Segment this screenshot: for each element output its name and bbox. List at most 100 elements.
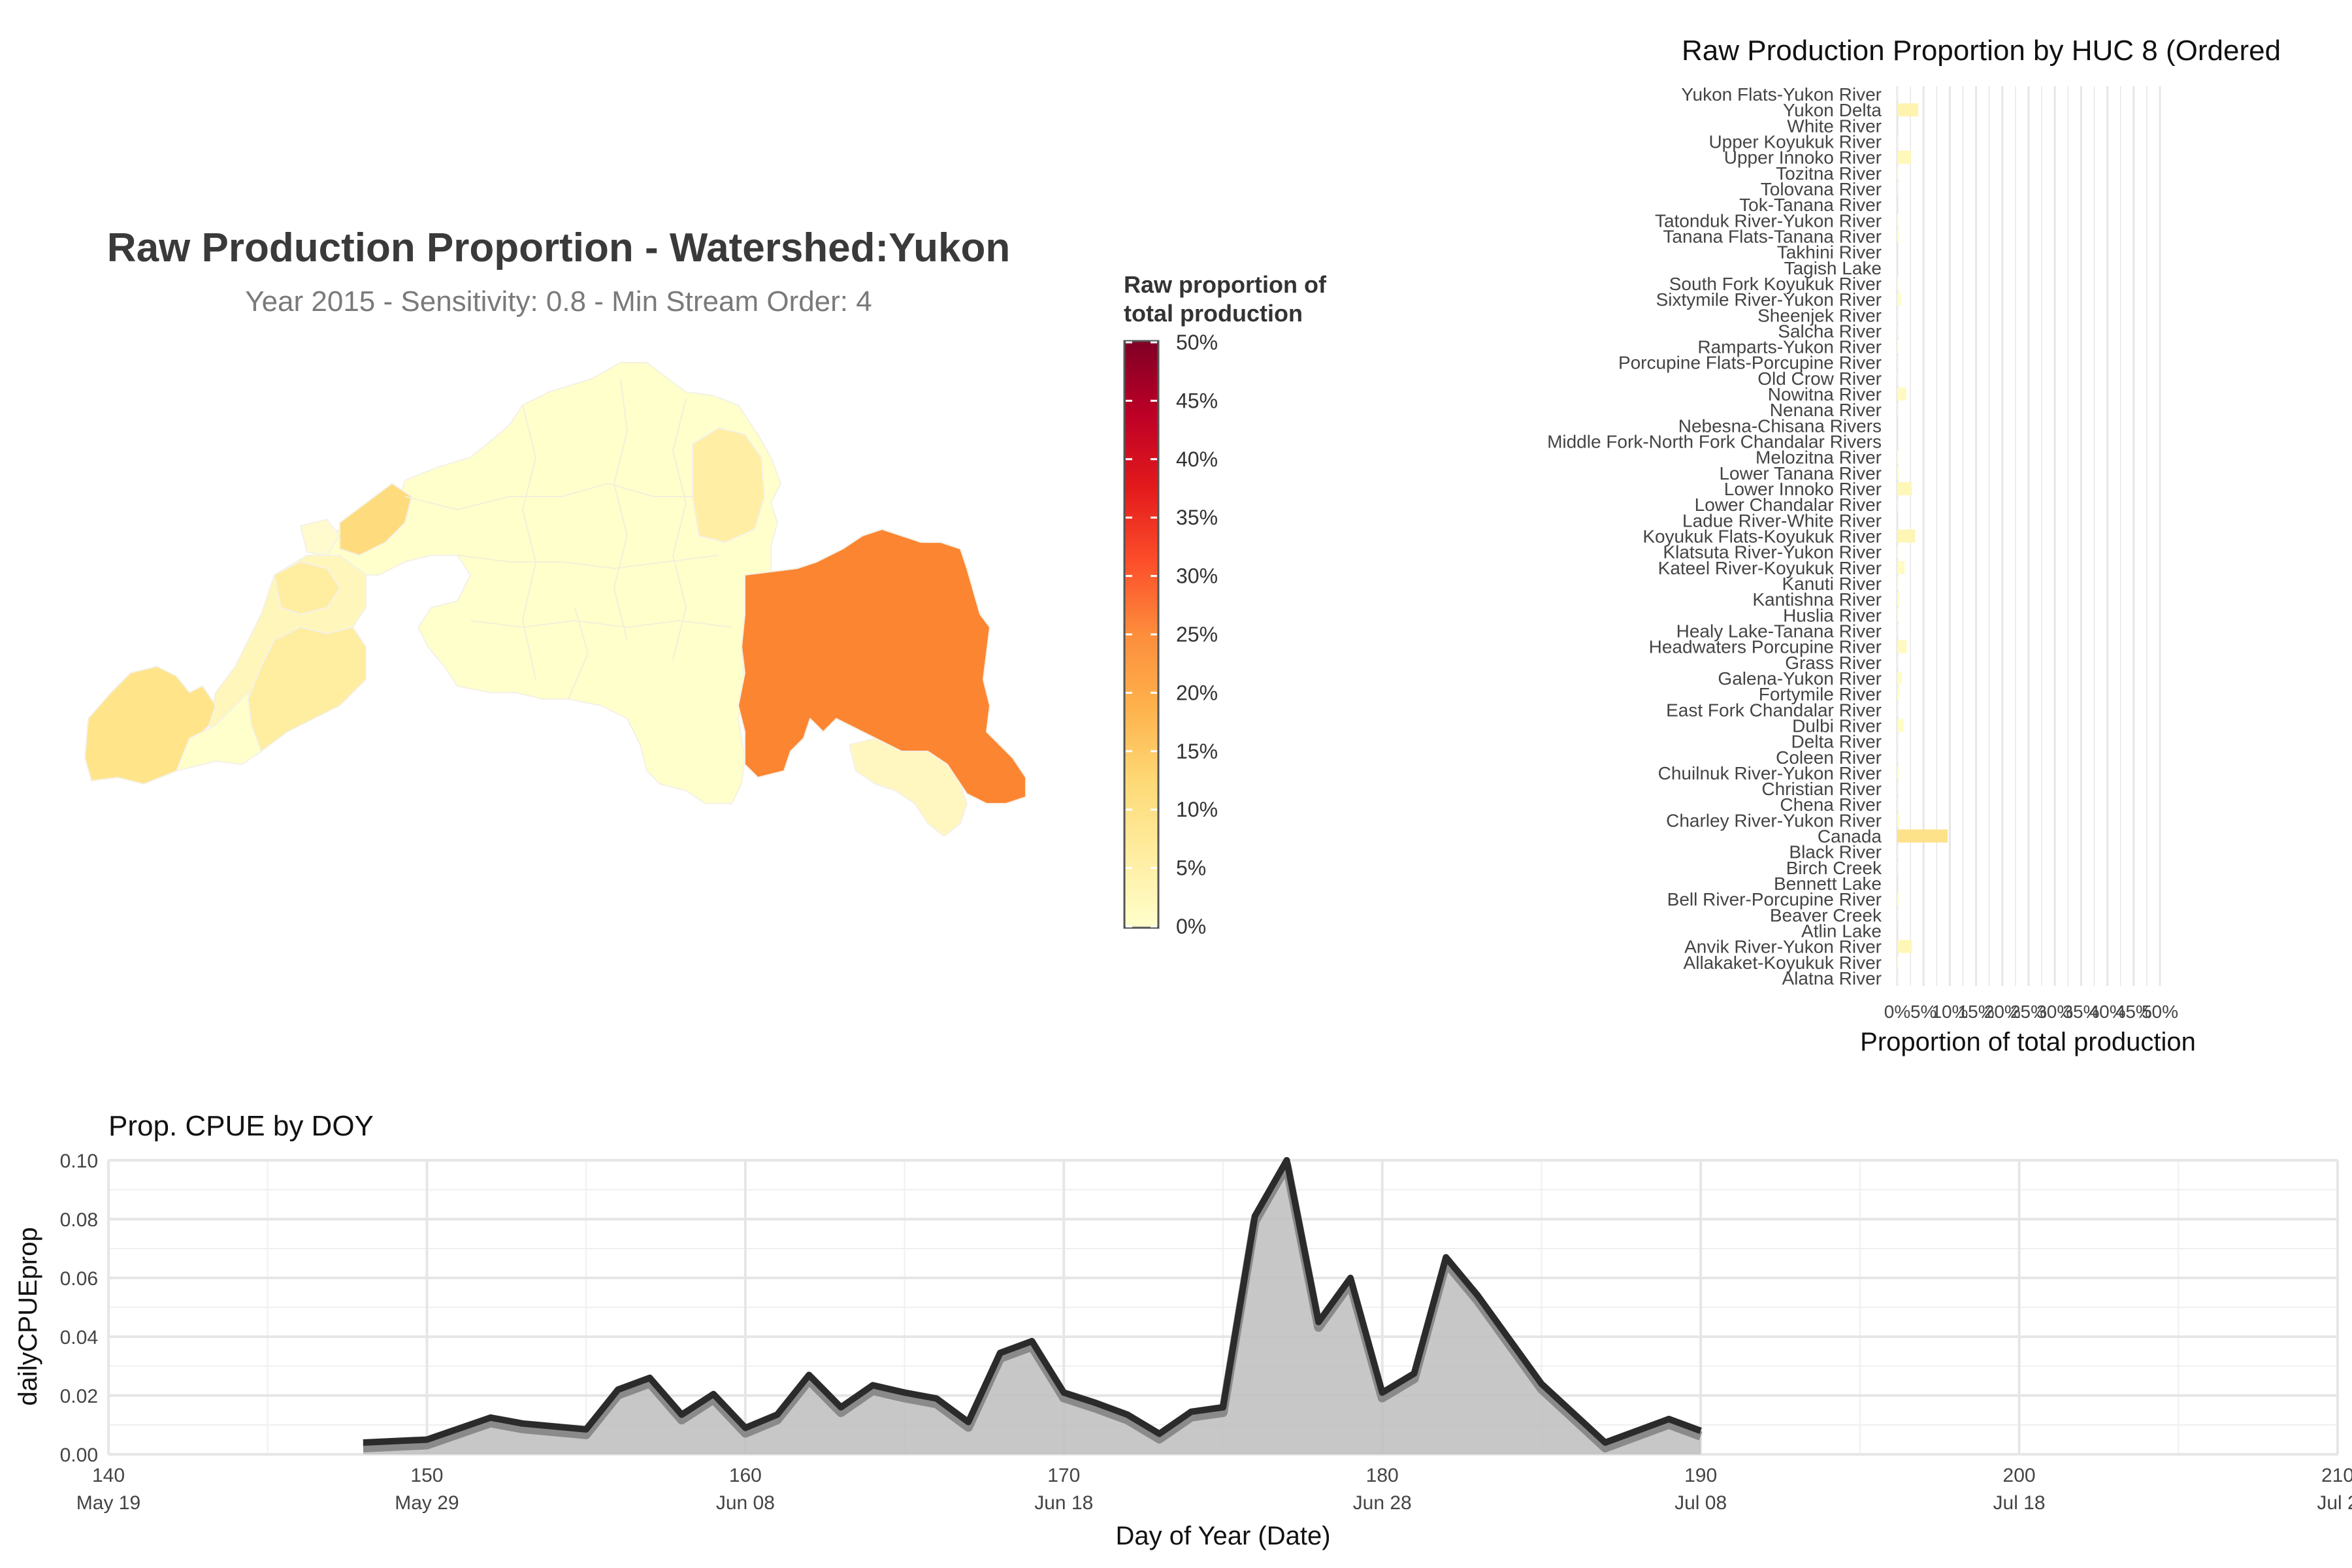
bar-mark: [1897, 88, 1898, 101]
bar-mark: [1897, 687, 1900, 701]
bar-mark: [1897, 214, 1899, 227]
bar-mark: [1897, 782, 1898, 796]
bar-category-label: Klatsuta River-Yukon River: [1663, 542, 1882, 563]
bar-mark: [1897, 355, 1898, 369]
bar-mark: [1897, 293, 1901, 306]
bar-mark: [1897, 340, 1899, 353]
bar-category-label: Beaver Creek: [1770, 905, 1882, 925]
cpue-x-date-label: Jun 28: [1353, 1492, 1412, 1514]
bar-category-label: Upper Innoko River: [1724, 148, 1882, 168]
bar-category-label: White River: [1787, 116, 1882, 136]
bar-mark: [1897, 955, 1899, 969]
bar-mark: [1897, 150, 1911, 164]
cpue-y-tick-labels: 0.00 0.02 0.04 0.06 0.08 0.10: [60, 1151, 98, 1466]
bar-category-label: Kanuti River: [1782, 574, 1882, 594]
bar-category-label: South Fork Koyukuk River: [1669, 274, 1882, 294]
cpue-x-tick-labels: 140 May 19 150 May 29 160 Jun 08 170 Jun 18 180 J…: [76, 1465, 2352, 1514]
bar-mark: [1897, 229, 1899, 243]
bar-category-label: Nowitna River: [1768, 384, 1882, 404]
cpue-x-date-label: Jul 2: [2317, 1492, 2352, 1514]
bar-x-tick-label: 45%: [2115, 1002, 2152, 1022]
bar-x-tick-label: 20%: [1984, 1002, 2021, 1022]
cpue-y-tick-label: 0.06: [60, 1268, 98, 1290]
bar-category-label: Nebesna-Chisana Rivers: [1678, 416, 1882, 436]
map-region-innoko: [274, 561, 340, 615]
bar-mark: [1897, 466, 1899, 480]
bar-category-label: Tatonduk River-Yukon River: [1655, 210, 1882, 231]
legend-tick-label: 45%: [1176, 389, 1218, 412]
cpue-x-date-label: Jul 08: [1674, 1492, 1727, 1514]
bar-mark: [1897, 908, 1898, 922]
huc-bar-title: Raw Production Proportion by HUC 8 (Orde…: [1682, 35, 2281, 67]
bar-category-label: Birch Creek: [1786, 858, 1882, 878]
map-region-koyukuk: [339, 483, 412, 556]
bar-mark: [1897, 324, 1898, 338]
bar-category-label: Healy Lake-Tanana River: [1676, 621, 1882, 641]
bar-mark: [1897, 829, 1948, 843]
cpue-x-tick-label: 190: [1684, 1465, 1717, 1486]
bar-category-label: Galena-Yukon River: [1718, 668, 1882, 689]
bar-category-label: Old Crow River: [1757, 368, 1882, 389]
cpue-x-axis-title: Day of Year (Date): [1115, 1522, 1330, 1550]
map-title: Raw Production Proportion - Watershed:Yu…: [107, 225, 1010, 270]
bar-x-tick-labels: 0% 5%10%15%20%25%30%35%40%45%50%: [1884, 1002, 2178, 1022]
bar-mark: [1897, 939, 1912, 953]
bar-x-tick-label: 15%: [1958, 1002, 1995, 1022]
bar-category-label: Upper Koyukuk River: [1708, 131, 1882, 152]
bar-category-label: Takhini River: [1777, 242, 1882, 263]
bar-category-label: Kateel River-Koyukuk River: [1658, 558, 1882, 578]
bar-category-label: East Fork Chandalar River: [1666, 700, 1882, 720]
cpue-x-tick-label: 150: [410, 1465, 443, 1486]
legend-tick-label: 10%: [1176, 798, 1218, 821]
bar-mark: [1897, 640, 1907, 653]
bar-mark: [1897, 371, 1898, 385]
bar-x-tick-label: 30%: [2036, 1002, 2073, 1022]
legend-tick-label: 0%: [1176, 915, 1206, 938]
cpue-y-axis-title: dailyCPUEprop: [14, 1227, 42, 1405]
bar-category-label: Yukon Flats-Yukon River: [1681, 84, 1882, 105]
legend-tick-label: 20%: [1176, 681, 1218, 704]
cpue-x-date-label: Jun 18: [1034, 1492, 1093, 1514]
color-legend: Raw proportion of total production 0% 5% 1…: [1123, 271, 1327, 938]
bar-category-label: Atlin Lake: [1801, 921, 1882, 941]
legend-tick-label: 50%: [1176, 331, 1218, 354]
cpue-x-date-label: Jul 18: [1993, 1492, 2046, 1514]
cpue-x-date-label: Jun 08: [716, 1492, 775, 1514]
cpue-y-tick-label: 0.02: [60, 1386, 98, 1407]
bar-mark: [1897, 608, 1899, 622]
cpue-y-tick-label: 0.10: [60, 1151, 98, 1172]
cpue-panel: Prop. CPUE by DOY 0.000.020.040.060.080.…: [14, 1110, 2352, 1550]
bar-category-label: Allakaket-Koyukuk River: [1684, 953, 1882, 973]
bar-mark: [1897, 387, 1906, 401]
cpue-x-date-label: May 29: [395, 1492, 459, 1514]
legend-tick-label: 25%: [1176, 623, 1218, 646]
bar-x-tick-label: 0%: [1884, 1002, 1910, 1022]
bar-category-label: Bell River-Porcupine River: [1667, 889, 1882, 909]
bar-mark: [1897, 845, 1898, 858]
cpue-x-tick-label: 200: [2003, 1465, 2036, 1486]
bar-mark: [1897, 308, 1898, 322]
bar-category-label: Sheenjek River: [1757, 305, 1882, 325]
map-region-canada: [738, 529, 1026, 804]
bar-mark: [1897, 750, 1898, 764]
bar-category-label: Dulbi River: [1792, 715, 1882, 736]
bar-mark: [1897, 734, 1898, 748]
cpue-title: Prop. CPUE by DOY: [108, 1110, 374, 1142]
bar-x-tick-label: 5%: [1910, 1002, 1936, 1022]
legend-tick-label: 35%: [1176, 506, 1218, 529]
bar-mark: [1897, 529, 1916, 543]
bar-x-tick-label: 50%: [2142, 1002, 2178, 1022]
bar-category-label: Tanana Flats-Tanana River: [1663, 226, 1882, 246]
bar-mark: [1897, 166, 1899, 180]
bar-mark: [1897, 719, 1904, 732]
map-panel: Raw Production Proportion - Watershed:Yu…: [84, 225, 1327, 938]
bar-category-label: Tozitna River: [1776, 163, 1882, 184]
bar-mark: [1897, 892, 1899, 906]
bar-category-label: Lower Innoko River: [1724, 479, 1882, 499]
bar-category-label: Nenana River: [1770, 400, 1882, 420]
bar-mark: [1897, 798, 1898, 811]
bar-category-label: Melozitna River: [1756, 448, 1882, 468]
cpue-area-fill: [363, 1160, 1701, 1454]
